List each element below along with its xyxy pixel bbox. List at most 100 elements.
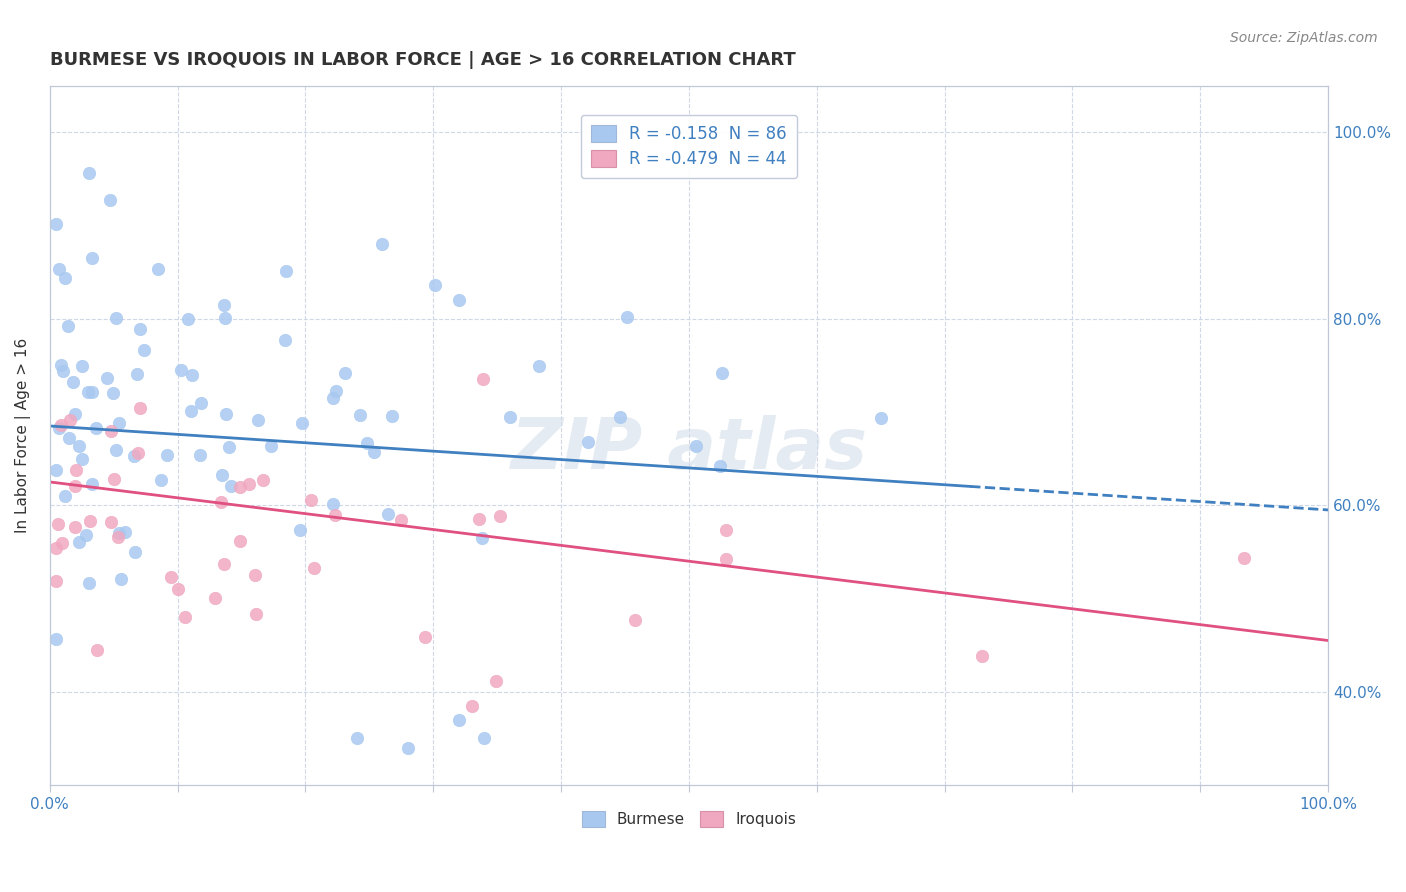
Point [714, 552, 737, 566]
Point [212, 557, 235, 571]
Point [425, 278, 447, 293]
Point [381, 409, 404, 423]
Point [396, 740, 419, 755]
Point [714, 523, 737, 537]
Point [108, 525, 131, 540]
Point [323, 508, 346, 522]
Point [45, 217, 67, 231]
Point [155, 448, 177, 462]
Point [274, 334, 297, 348]
Point [489, 508, 512, 523]
Point [243, 568, 266, 582]
Point [48, 421, 70, 435]
Text: ZIP atlas: ZIP atlas [510, 415, 868, 483]
Point [174, 609, 197, 624]
Point [371, 237, 394, 252]
Point [291, 417, 314, 431]
Point [304, 561, 326, 575]
Point [474, 731, 496, 746]
Point [105, 311, 128, 326]
Text: Source: ZipAtlas.com: Source: ZipAtlas.com [1230, 31, 1378, 45]
Point [46, 516, 69, 531]
Point [84, 421, 107, 435]
Point [51, 536, 73, 550]
Point [247, 413, 270, 427]
Point [77, 576, 100, 591]
Point [72, 452, 94, 467]
Point [124, 545, 146, 559]
Point [56, 318, 79, 333]
Point [100, 424, 122, 438]
Point [103, 472, 125, 486]
Point [100, 193, 122, 207]
Point [129, 401, 152, 415]
Point [209, 495, 232, 509]
Point [274, 264, 297, 278]
Point [79, 514, 101, 528]
Point [52, 364, 75, 378]
Point [219, 478, 242, 492]
Point [167, 582, 190, 596]
Point [65, 463, 87, 477]
Point [45, 541, 67, 555]
Point [101, 386, 124, 401]
Point [238, 477, 260, 491]
Point [86, 643, 108, 657]
Point [49, 417, 72, 432]
Point [499, 409, 522, 424]
Point [127, 446, 149, 460]
Point [349, 408, 371, 422]
Point [576, 434, 599, 449]
Point [299, 493, 322, 508]
Point [104, 443, 127, 458]
Point [72, 359, 94, 374]
Point [160, 570, 183, 584]
Legend: Burmese, Iroquois: Burmese, Iroquois [575, 805, 803, 833]
Point [82, 251, 104, 265]
Point [447, 293, 470, 307]
Point [972, 648, 994, 663]
Point [869, 410, 891, 425]
Point [124, 449, 146, 463]
Point [325, 384, 347, 399]
Point [188, 448, 211, 462]
Point [468, 512, 491, 526]
Point [245, 607, 267, 622]
Point [389, 513, 412, 527]
Point [709, 459, 731, 474]
Point [80, 477, 103, 491]
Point [346, 731, 368, 746]
Point [63, 407, 86, 421]
Point [214, 311, 236, 326]
Point [180, 403, 202, 417]
Point [710, 366, 733, 380]
Point [77, 384, 100, 399]
Point [190, 396, 212, 410]
Point [214, 298, 236, 312]
Text: BURMESE VS IROQUOIS IN LABOR FORCE | AGE > 16 CORRELATION CHART: BURMESE VS IROQUOIS IN LABOR FORCE | AGE… [49, 51, 796, 69]
Point [75, 528, 97, 542]
Point [150, 473, 173, 487]
Point [322, 391, 344, 405]
Point [260, 439, 283, 453]
Point [215, 407, 238, 421]
Point [181, 368, 204, 383]
Point [107, 530, 129, 544]
Point [333, 366, 356, 380]
Point [218, 440, 240, 454]
Point [62, 375, 84, 389]
Point [63, 478, 86, 492]
Point [148, 262, 170, 277]
Point [527, 359, 550, 373]
Point [252, 473, 274, 487]
Point [59, 413, 82, 427]
Point [134, 343, 156, 358]
Point [108, 416, 131, 430]
Point [229, 480, 252, 494]
Point [177, 311, 200, 326]
Point [322, 497, 344, 511]
Point [170, 363, 193, 377]
Point [114, 525, 136, 540]
Point [356, 436, 378, 450]
Point [471, 531, 494, 545]
